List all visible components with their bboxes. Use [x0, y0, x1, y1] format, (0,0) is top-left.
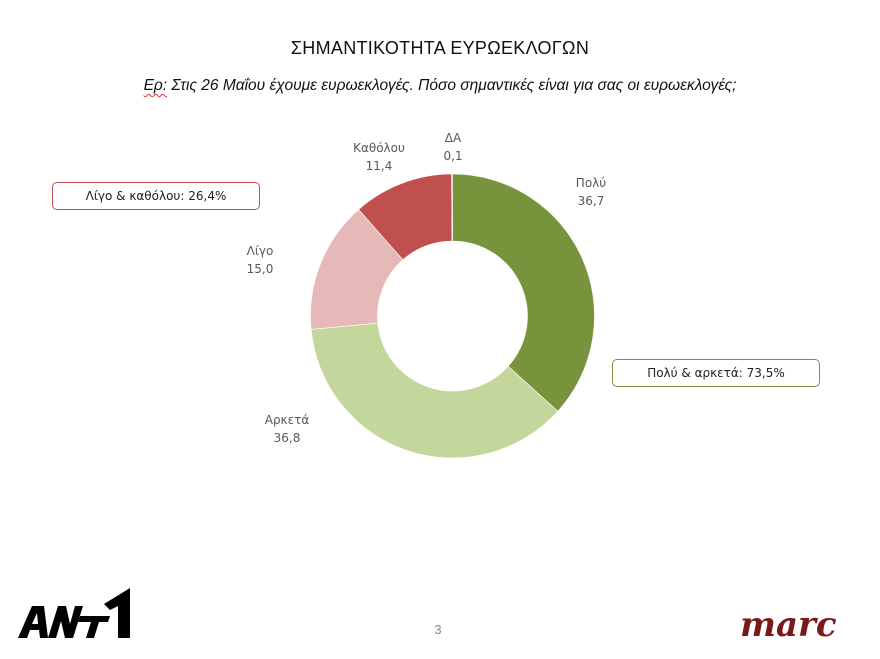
callout-ligo-katholou: Λίγο & καθόλου: 26,4% — [52, 182, 260, 210]
donut-slice-1 — [310, 322, 559, 459]
page-number: 3 — [434, 622, 442, 637]
data-label-katholou: Καθόλου 11,4 — [353, 141, 405, 173]
question-text: Στις 26 Μαΐου έχουμε ευρωεκλογές. Πόσο σ… — [167, 77, 737, 94]
data-label-poly: Πολύ 36,7 — [575, 176, 607, 208]
data-label-arketa: Αρκετά 36,8 — [264, 413, 310, 445]
survey-question: Ερ: Στις 26 Μαΐου έχουμε ευρωεκλογές. Πό… — [0, 77, 880, 95]
donut-slice-4 — [451, 173, 453, 242]
data-label-ligo: Λίγο 15,0 — [246, 244, 274, 276]
chart-title: ΣΗΜΑΝΤΙΚΟΤΗΤΑ ΕΥΡΩΕΚΛΟΓΩΝ — [290, 38, 590, 58]
callout-poly-arketa: Πολύ & αρκετά: 73,5% — [612, 359, 820, 387]
ant1-logo — [18, 586, 134, 645]
question-prefix: Ερ: — [143, 77, 168, 94]
data-label-da: ΔΑ 0,1 — [443, 131, 463, 163]
marc-logo: marc — [740, 605, 837, 645]
donut-slice-0 — [452, 173, 595, 412]
